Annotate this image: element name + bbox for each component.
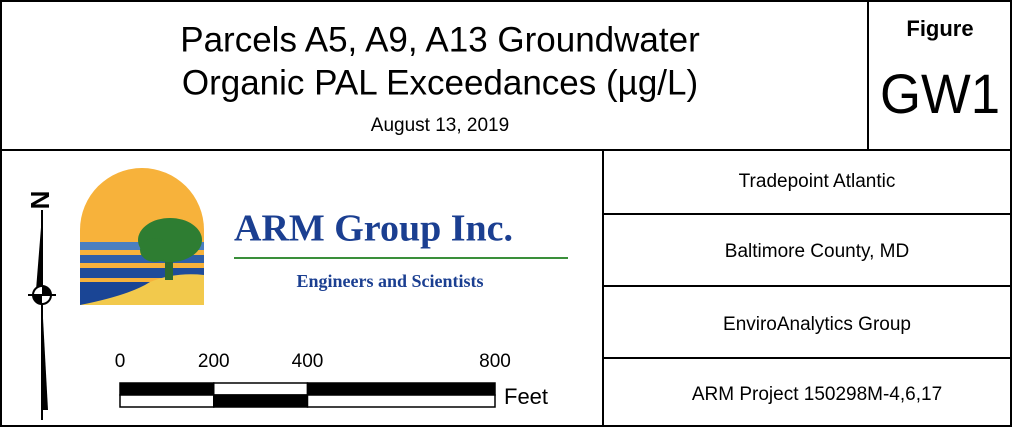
scale-segment [213, 394, 309, 408]
info-line: Tradepoint Atlantic [739, 171, 896, 192]
figure-number: GW1 [880, 62, 1000, 125]
info-line: Baltimore County, MD [725, 241, 909, 262]
north-label: N [25, 191, 55, 210]
company-name: ARM Group Inc. [234, 208, 513, 250]
logo: ARM Group Inc. Engineers and Scientists [80, 168, 568, 305]
scale-bar: 0 200 400 800 Feet [115, 351, 548, 409]
title-line: Parcels A5, A9, A13 Groundwater [180, 20, 700, 59]
title-line: Organic PAL Exceedances (µg/L) [182, 63, 698, 102]
scale-segment [306, 382, 496, 396]
scale-label: 400 [292, 351, 324, 372]
scale-segment [213, 382, 309, 396]
shore [80, 274, 204, 305]
scale-label: 0 [115, 351, 126, 372]
scale-segment [119, 382, 215, 396]
date: August 13, 2019 [371, 115, 509, 136]
water [80, 268, 204, 278]
figure-label: Figure [906, 16, 973, 41]
tagline: Engineers and Scientists [296, 271, 483, 291]
info-line: ARM Project 150298M-4,6,17 [692, 384, 942, 405]
scale-label: 200 [198, 351, 230, 372]
tree [140, 238, 170, 262]
scale-segment [119, 394, 215, 408]
arrow-head [36, 215, 42, 290]
trunk [165, 250, 173, 280]
info-line: EnviroAnalytics Group [723, 314, 911, 335]
arrow-tail [42, 300, 48, 410]
north-arrow: N [25, 191, 56, 420]
scale-label: 800 [479, 351, 511, 372]
scale-segment [306, 394, 496, 408]
scale-unit: Feet [504, 384, 548, 409]
water [80, 255, 204, 263]
